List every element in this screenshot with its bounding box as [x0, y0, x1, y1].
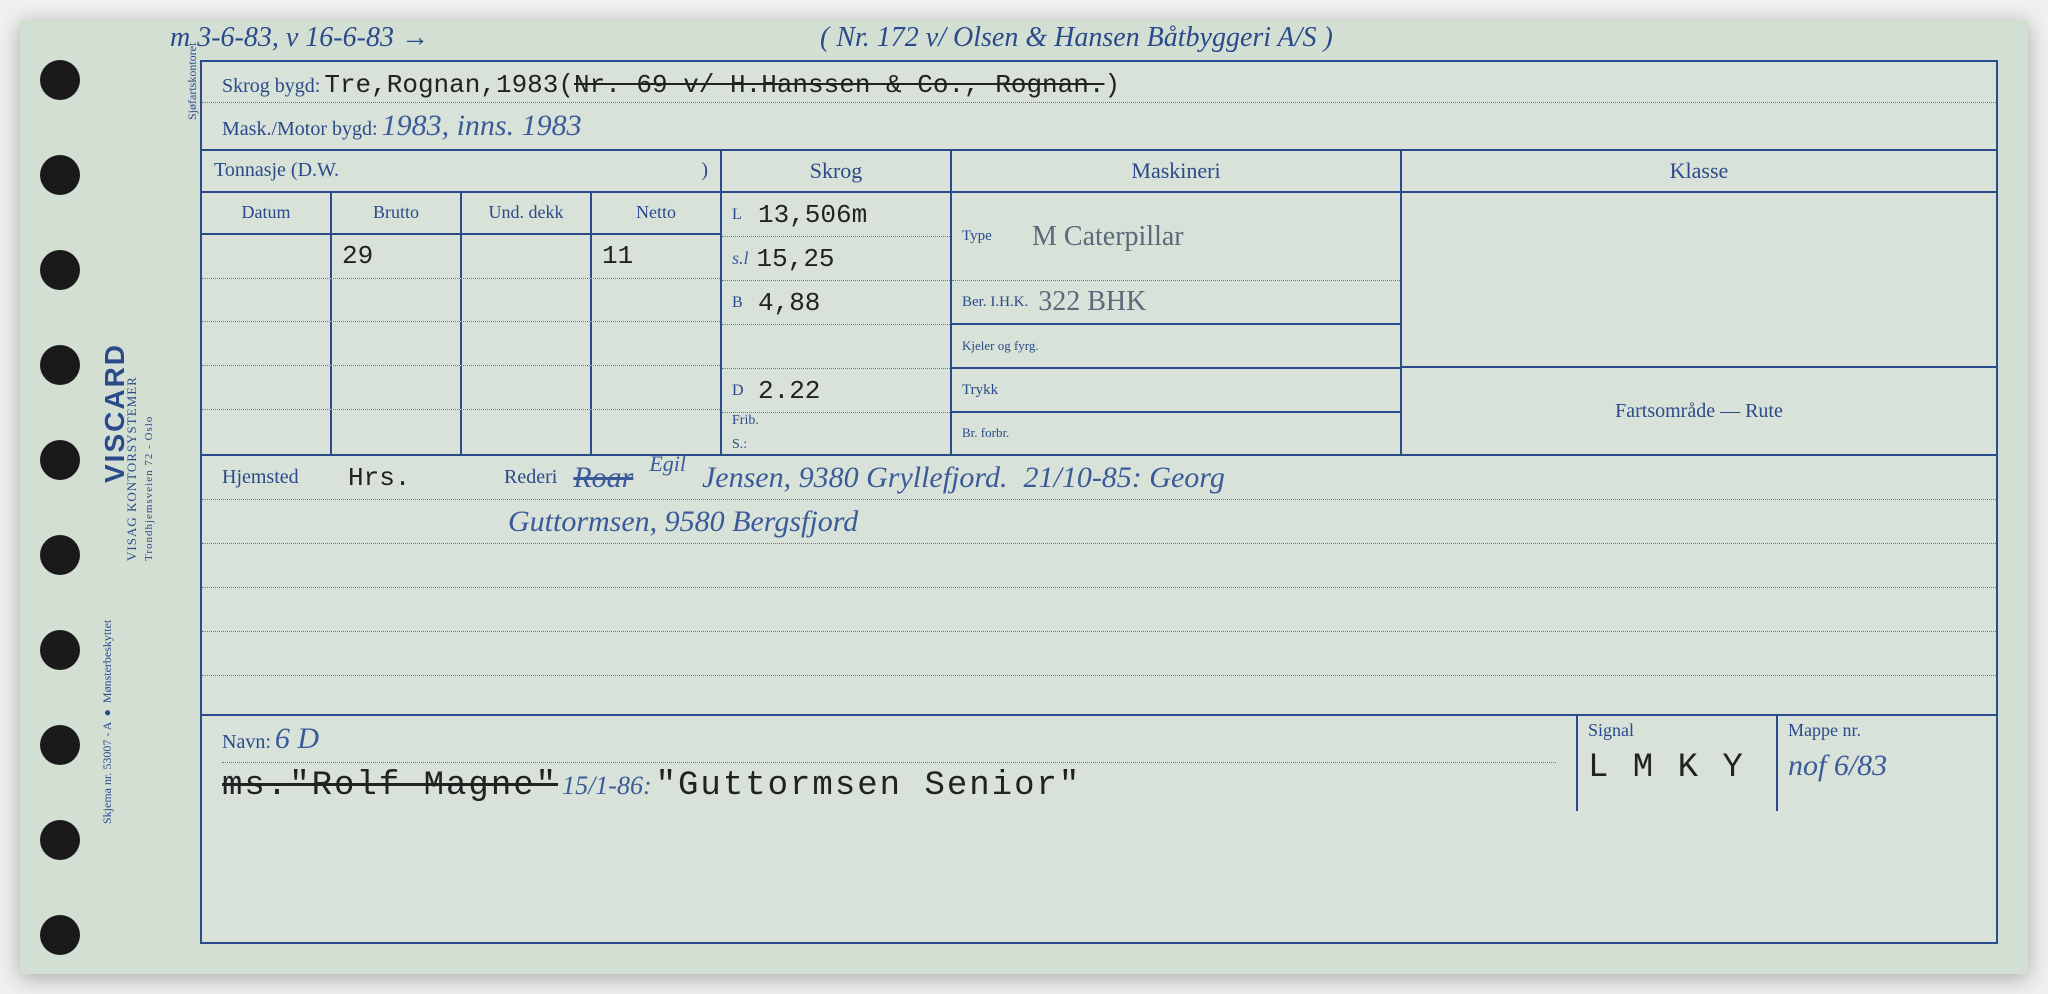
cell-sl: s.l 15,25 [722, 237, 950, 281]
label-hjemsted: Hjemsted [222, 466, 332, 489]
header-brutto: Brutto [332, 193, 462, 233]
record-card: Skrog bygd: Tre,Rognan,1983(Nr. 69 v/ H.… [200, 60, 1998, 944]
row-mask-bygd: Mask./Motor bygd: 1983, inns. 1983 [202, 103, 1996, 151]
tonnasje-row-1: 29 11 [202, 235, 720, 279]
value-mask-bygd: 1983, inns. 1983 [382, 109, 582, 142]
header-tonnasje: Tonnasje (D.W.) [202, 151, 720, 193]
tonnasje-subheaders: Datum Brutto Und. dekk Netto [202, 193, 720, 235]
header-skrog: Skrog [722, 151, 950, 193]
hjem-line-2: Guttormsen, 9580 Bergsfjord [202, 500, 1996, 544]
cell-br-forbr: Br. forbr. [952, 413, 1400, 454]
col-klasse: Klasse Fartsområde — Rute [1402, 151, 1996, 454]
col-maskineri: Maskineri Type M Caterpillar Ber. I.H.K.… [952, 151, 1402, 454]
label-mask-bygd: Mask./Motor bygd: [222, 118, 378, 140]
cell-trykk: Trykk [952, 369, 1400, 413]
col-tonnasje: Tonnasje (D.W.) Datum Brutto Und. dekk N… [202, 151, 722, 454]
navn-new: "Guttormsen Senior" [656, 767, 1082, 805]
value-hjemsted: Hrs. [348, 463, 488, 493]
value-skrog-bygd: Tre,Rognan,1983( [324, 70, 574, 100]
form-number: Skjema nr. 53007 - A ● Mønsterbeskyttet [100, 620, 115, 824]
navn-old: ms."Rolf Magne" [222, 767, 558, 805]
cell-ihk: Ber. I.H.K. 322 BHK [952, 281, 1400, 325]
main-table: Tonnasje (D.W.) Datum Brutto Und. dekk N… [202, 151, 1996, 456]
col-skrog: Skrog L 13,506m s.l 15,25 B 4,88 D 2.22 [722, 151, 952, 454]
top-margin-note-left: m 3-6-83, v 16-6-83 → [170, 22, 429, 54]
rederi-line2: Guttormsen, 9580 Bergsfjord [508, 505, 858, 539]
cell-empty [722, 325, 950, 369]
footer-navn: Navn: 6 D ms."Rolf Magne" 15/1-86: "Gutt… [202, 716, 1576, 811]
hjemsted-section: Hjemsted Hrs. Rederi Roar Egil Jensen, 9… [202, 456, 1996, 716]
footer-mappe: Mappe nr. nof 6/83 [1776, 716, 1996, 811]
cell-L: L 13,506m [722, 193, 950, 237]
cell-D: D 2.22 [722, 369, 950, 413]
klasse-empty [1402, 193, 1996, 366]
header-und-dekk: Und. dekk [462, 193, 592, 233]
label-skrog-bygd: Skrog bygd: [222, 75, 320, 97]
owner-change: 21/10-85: Georg [1023, 461, 1224, 495]
header-klasse: Klasse [1402, 151, 1996, 193]
value-skrog-bygd-struck: Nr. 69 v/ H.Hanssen & Co., Rognan. [574, 70, 1105, 100]
label-navn: Navn: [222, 731, 271, 753]
top-margin-note-right: ( Nr. 172 v/ Olsen & Hansen Båtbyggeri A… [820, 22, 1333, 54]
footer-row: Navn: 6 D ms."Rolf Magne" 15/1-86: "Gutt… [202, 716, 1996, 811]
hjem-line-1: Hjemsted Hrs. Rederi Roar Egil Jensen, 9… [202, 456, 1996, 500]
cell-brutto: 29 [332, 235, 462, 278]
cell-kjeler: Kjeler og fyrg. [952, 325, 1400, 369]
cell-frib: Frib. S.: [722, 413, 950, 454]
row-skrog-bygd: Skrog bygd: Tre,Rognan,1983(Nr. 69 v/ H.… [202, 62, 1996, 103]
cell-netto: 11 [592, 235, 720, 278]
rederi-insert: Egil [649, 451, 686, 477]
navn-change-date: 15/1-86: [562, 771, 652, 800]
label-mappe: Mappe nr. [1778, 716, 1996, 745]
label-rederi: Rederi [504, 466, 557, 489]
footer-signal: Signal L M K Y [1576, 716, 1776, 811]
binder-holes [20, 20, 100, 974]
header-datum: Datum [202, 193, 332, 233]
cell-B: B 4,88 [722, 281, 950, 325]
index-card: VISCARD VISAG KONTORSYSTEMER Trondhjemsv… [20, 20, 2028, 974]
header-maskineri: Maskineri [952, 151, 1400, 193]
cell-und-dekk [462, 235, 592, 278]
navn-hand-id: 6 D [275, 722, 319, 755]
brand-subtitle: VISAG KONTORSYSTEMER Trondhjemsveien 72 … [124, 376, 156, 561]
rederi-struck: Roar [573, 461, 633, 495]
dept-label: Sjøfartskontoret [185, 43, 200, 120]
value-signal: L M K Y [1578, 745, 1776, 791]
header-netto: Netto [592, 193, 720, 233]
value-mappe: nof 6/83 [1778, 745, 1996, 787]
rederi-rest: Jensen, 9380 Gryllefjord. [702, 461, 1008, 495]
cell-fartsomrade: Fartsområde — Rute [1402, 366, 1996, 454]
label-signal: Signal [1578, 716, 1776, 745]
cell-type: Type M Caterpillar [952, 193, 1400, 281]
cell-datum [202, 235, 332, 278]
